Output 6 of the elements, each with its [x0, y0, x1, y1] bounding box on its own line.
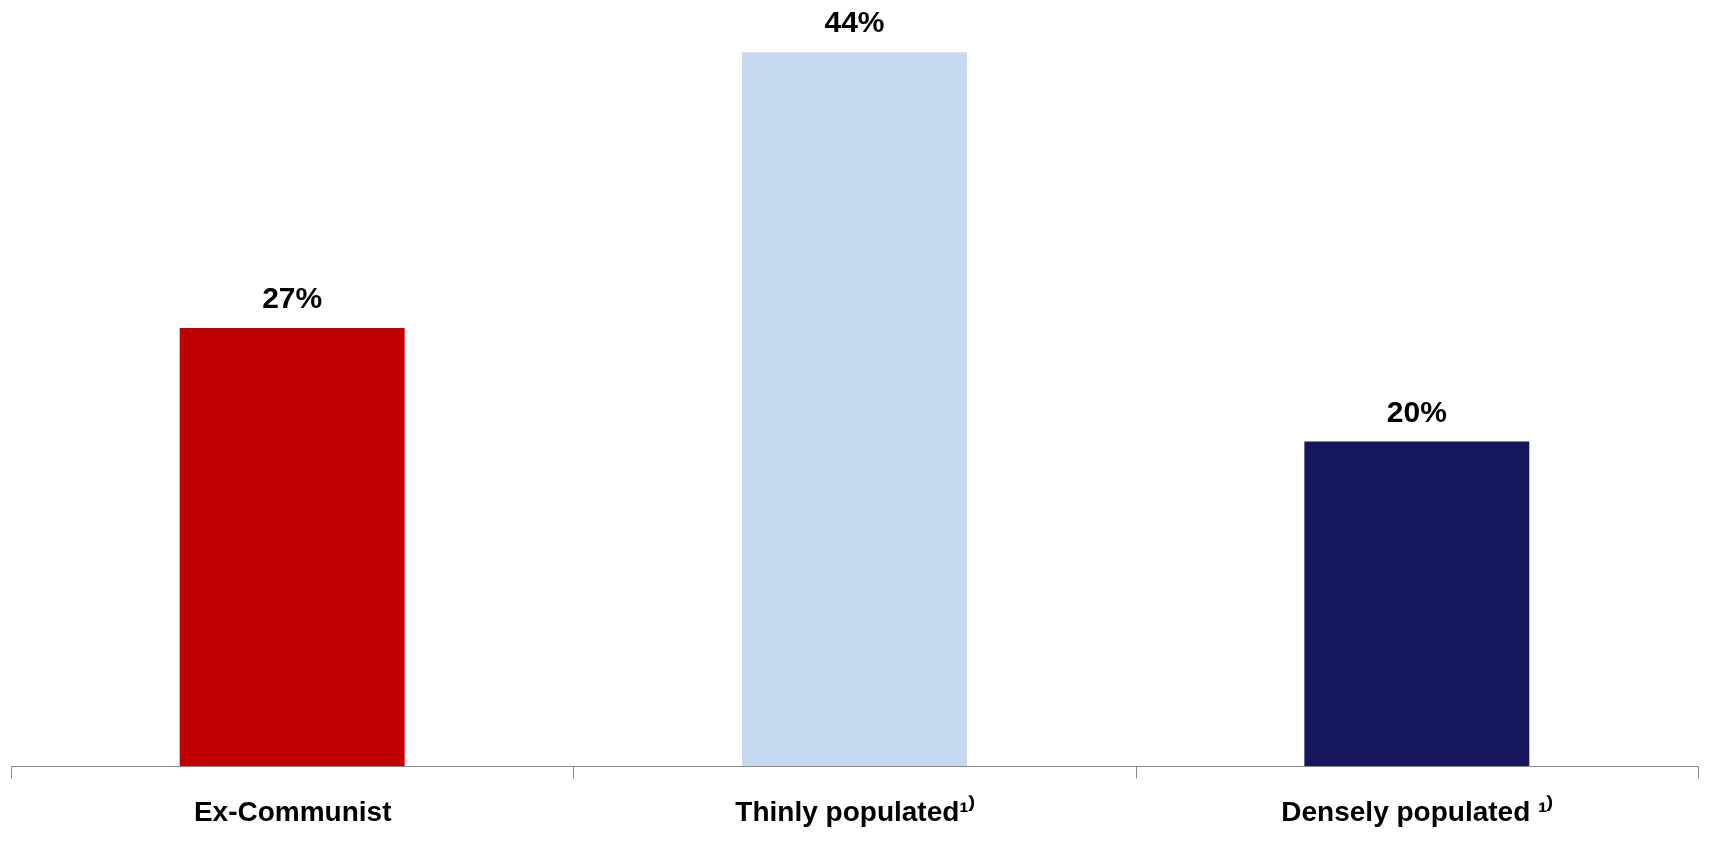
data-label: 27%: [262, 281, 323, 314]
x-tick-label: Densely populated ¹⁾: [1281, 794, 1554, 827]
x-tick-label: Ex-Communist: [193, 795, 392, 827]
x-tick-label: Thinly populated¹⁾: [735, 794, 975, 827]
data-label: 20%: [1386, 394, 1447, 428]
data-label: 44%: [824, 5, 885, 39]
